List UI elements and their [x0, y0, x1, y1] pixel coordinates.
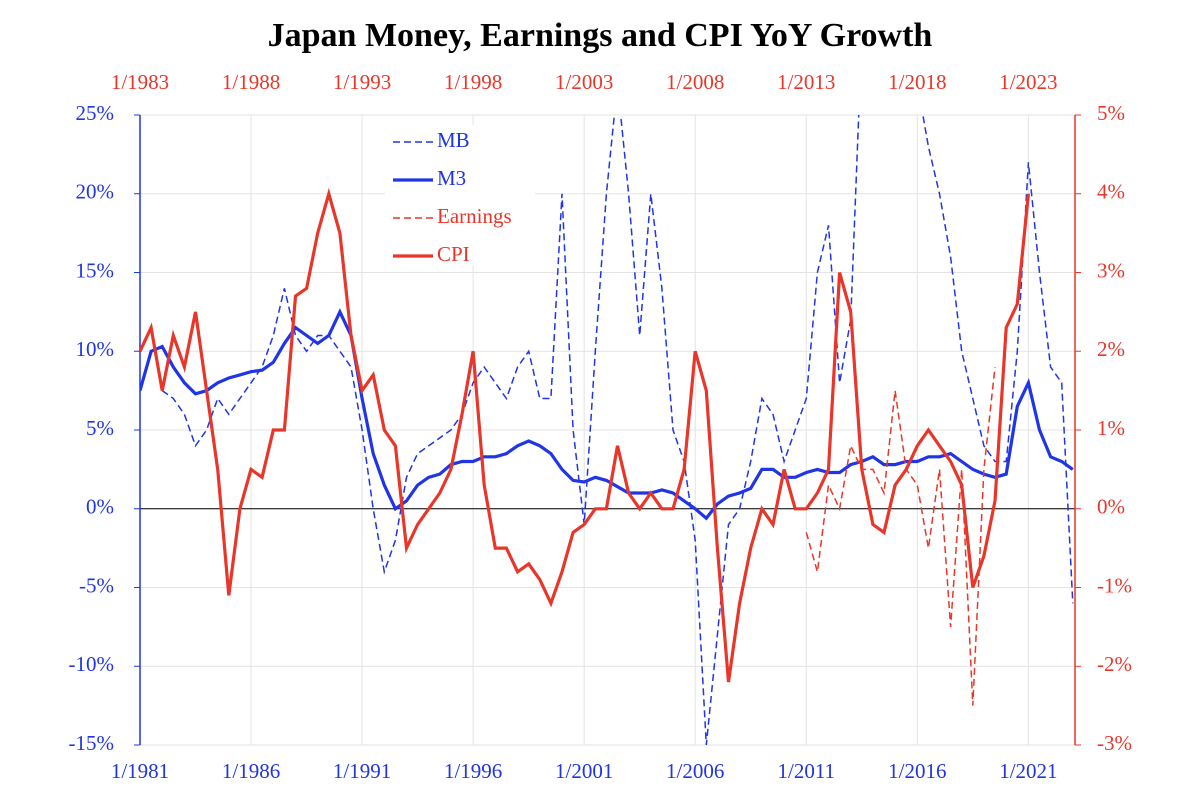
y2-tick-label: 1% [1097, 416, 1125, 440]
series-line [140, 187, 1030, 683]
y-tick-label: 5% [86, 416, 114, 440]
y-tick-label: 20% [76, 180, 115, 204]
legend-label: MB [437, 128, 470, 152]
y2-tick-label: 2% [1097, 337, 1125, 361]
y-tick-label: 0% [86, 495, 114, 519]
y2-tick-label: 3% [1097, 258, 1125, 282]
x-tick-label: 1/2011 [777, 759, 835, 783]
x2-tick-label: 1/2008 [666, 70, 724, 94]
x2-tick-label: 1/2023 [999, 70, 1057, 94]
legend-box [385, 125, 535, 265]
y2-tick-label: 0% [1097, 495, 1125, 519]
y2-tick-label: -3% [1097, 731, 1132, 755]
x-tick-label: 1/1986 [222, 759, 280, 783]
series-line [161, 115, 1074, 745]
series-line [140, 308, 1074, 521]
y2-tick-label: 4% [1097, 180, 1125, 204]
x-tick-label: 1/2006 [666, 759, 724, 783]
x2-tick-label: 1/1988 [222, 70, 280, 94]
legend-label: M3 [437, 166, 466, 190]
x-tick-label: 1/1996 [444, 759, 502, 783]
x2-tick-label: 1/2003 [555, 70, 613, 94]
x2-tick-label: 1/1993 [333, 70, 391, 94]
y-tick-label: -15% [69, 731, 115, 755]
legend-label: CPI [437, 242, 470, 266]
y-tick-label: 25% [76, 101, 115, 125]
x-tick-label: 1/2021 [999, 759, 1057, 783]
x2-tick-label: 1/2018 [888, 70, 946, 94]
y-tick-label: -10% [69, 652, 115, 676]
x2-tick-label: 1/1983 [111, 70, 169, 94]
x2-tick-label: 1/1998 [444, 70, 502, 94]
y-tick-label: -5% [79, 573, 114, 597]
y2-tick-label: -2% [1097, 652, 1132, 676]
x2-tick-label: 1/2013 [777, 70, 835, 94]
y-tick-label: 10% [76, 337, 115, 361]
x-tick-label: 1/2016 [888, 759, 946, 783]
x-tick-label: 1/1981 [111, 759, 169, 783]
y2-tick-label: -1% [1097, 573, 1132, 597]
legend-label: Earnings [437, 204, 512, 228]
x-tick-label: 1/1991 [333, 759, 391, 783]
x-tick-label: 1/2001 [555, 759, 613, 783]
y-tick-label: 15% [76, 258, 115, 282]
chart-title: Japan Money, Earnings and CPI YoY Growth [268, 17, 933, 54]
y2-tick-label: 5% [1097, 101, 1125, 125]
